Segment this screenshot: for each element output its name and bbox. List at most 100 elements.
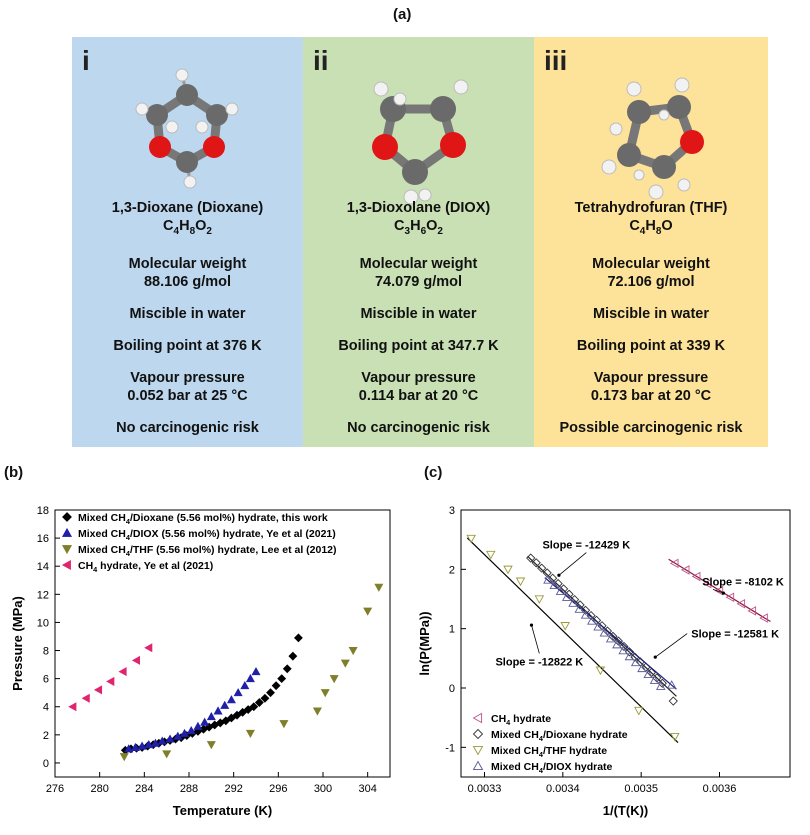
annotation-arrow <box>655 633 688 658</box>
data-point <box>193 721 203 730</box>
data-point <box>271 681 281 691</box>
data-point <box>543 575 553 584</box>
x-tick-label: 0.0036 <box>703 783 737 795</box>
y-tick-label: 8 <box>43 646 49 658</box>
x-tick-label: 0.0034 <box>546 783 580 795</box>
formula-subscript: 4 <box>173 225 180 237</box>
card-roman-numeral: i <box>82 45 90 76</box>
compound-formula: C4H8O2 <box>72 217 303 241</box>
carcinogenic-risk: No carcinogenic risk <box>116 419 259 436</box>
formula-element: O <box>426 218 438 234</box>
data-point <box>657 678 667 688</box>
data-point <box>725 592 735 602</box>
plot-frame <box>54 509 391 778</box>
data-point <box>312 707 322 716</box>
data-point <box>137 741 147 750</box>
data-point <box>595 666 606 676</box>
carcinogenic-risk: No carcinogenic risk <box>347 419 490 436</box>
data-point <box>503 565 513 575</box>
annotation-arrow <box>712 588 724 594</box>
chart-c: 0.0033 0.0034 0.0035 0.0036 -1 0 1 2 3 1/(T(K)) ln… <box>417 505 791 818</box>
boiling-point: Boiling point at 376 K <box>113 337 262 354</box>
data-point <box>624 651 635 661</box>
data-point <box>131 655 141 665</box>
data-point <box>526 553 536 563</box>
y-tick-label: 2 <box>43 730 49 742</box>
x-axis-label: Temperature (K) <box>173 803 272 818</box>
data-point <box>277 674 287 684</box>
chart-b: 276 280 284 288 292 296 300 304 0 2 4 6 8 10 12 14 16 18 T… <box>10 505 391 818</box>
vp-label: Vapour pressure <box>593 369 709 386</box>
formula-subscript: 2 <box>437 225 443 237</box>
data-point <box>691 571 701 582</box>
y-axis-label: Pressure (MPa) <box>10 596 25 691</box>
data-point <box>260 693 270 703</box>
data-point <box>162 750 172 759</box>
y-tick-label: 4 <box>43 702 49 714</box>
compound-formula: C3H6O2 <box>303 217 534 241</box>
legend-label: Mixed CH4/DIOX hydrate <box>491 761 613 775</box>
data-point <box>555 586 566 595</box>
data-point <box>144 643 153 653</box>
compound-name: Tetrahydrofuran (THF) <box>574 200 728 216</box>
data-point <box>165 734 175 743</box>
miscibility: Miscible in water <box>129 305 246 322</box>
legend-marker <box>61 527 73 537</box>
compound-name: 1,3-Dioxolane (DIOX) <box>346 200 491 216</box>
formula-element: C <box>629 218 640 234</box>
data-point <box>702 578 712 589</box>
data-point <box>119 753 129 762</box>
vp-value: 0.052 bar at 25 °C <box>127 387 248 404</box>
mw-label: Molecular weight <box>128 255 247 272</box>
data-point <box>81 693 90 703</box>
legend-marker <box>62 512 72 522</box>
mw-label: Molecular weight <box>592 255 710 272</box>
y-tick-label: 2 <box>449 564 455 576</box>
data-point <box>288 651 298 661</box>
x-tick-label: 304 <box>358 783 376 795</box>
data-point <box>634 706 644 716</box>
legend-label: Mixed CH4/THF (5.56 mol%) hydrate, Lee e… <box>78 544 337 558</box>
panel-b-label: (b) <box>4 464 24 481</box>
data-point <box>537 563 547 573</box>
data-point <box>348 647 358 656</box>
data-point <box>593 621 603 631</box>
data-point <box>93 685 103 695</box>
x-tick-label: 276 <box>46 783 64 795</box>
x-tick-label: 0.0033 <box>468 783 502 795</box>
data-point <box>254 698 264 707</box>
y-tick-label: 0 <box>449 683 455 695</box>
data-point <box>144 740 154 749</box>
formula-subscript: 3 <box>404 225 411 237</box>
data-point <box>587 616 597 625</box>
data-point <box>736 598 746 609</box>
y-tick-label: -1 <box>445 742 455 754</box>
data-point <box>206 711 216 721</box>
y-tick-label: 0 <box>43 758 49 770</box>
data-point <box>150 738 161 747</box>
data-point <box>561 592 572 601</box>
data-point <box>124 744 134 753</box>
x-tick-label: 280 <box>90 783 108 795</box>
data-point <box>637 663 647 673</box>
slope-annotation: Slope = -12822 K <box>495 656 583 668</box>
slope-annotation: Slope = -12429 K <box>542 540 630 552</box>
data-point <box>649 675 660 684</box>
data-point <box>531 558 541 568</box>
data-point <box>549 580 559 590</box>
data-point <box>240 681 250 690</box>
x-tick-label: 0.0035 <box>624 783 658 795</box>
data-point <box>643 669 653 679</box>
legend-marker <box>472 745 484 756</box>
mw-value: 74.079 g/mol <box>374 273 463 290</box>
data-point <box>466 534 476 544</box>
formula-subscript: 4 <box>639 225 646 237</box>
data-point <box>618 645 628 655</box>
miscibility: Miscible in water <box>592 305 710 322</box>
formula-subscript: 6 <box>420 225 427 237</box>
compound-card-1: i 1,3-Dioxane (Dioxane) C4H8O2 Molecular… <box>72 37 303 447</box>
x-tick-label: 292 <box>224 783 242 795</box>
data-point <box>534 595 545 604</box>
formula-element: H <box>410 218 421 234</box>
vp-label: Vapour pressure <box>130 369 245 386</box>
